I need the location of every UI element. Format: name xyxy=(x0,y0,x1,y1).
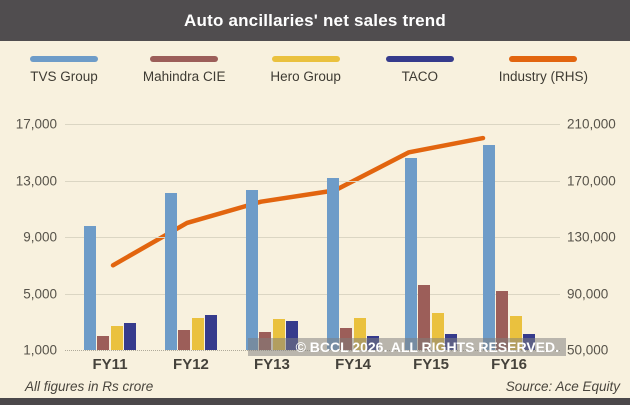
legend-swatch-taco xyxy=(385,56,454,62)
chart-title: Auto ancillaries' net sales trend xyxy=(184,10,446,30)
bar-hero-group-fy12 xyxy=(191,318,204,350)
left-axis-tick-1-000: 1,000 xyxy=(23,342,57,358)
bottom-bar xyxy=(0,398,630,405)
legend-item-tvs-group: TVS Group xyxy=(30,56,98,92)
x-axis-label-fy16: FY16 xyxy=(491,356,527,373)
legend-label-industry-rhs: Industry (RHS) xyxy=(498,69,588,84)
right-axis-tick-170-000: 170,000 xyxy=(567,173,616,188)
bar-mahindra-cie-fy11 xyxy=(97,335,110,350)
left-axis-tick-9-000: 9,000 xyxy=(23,229,57,245)
gridline-17000 xyxy=(65,124,560,125)
legend-label-taco: TACO xyxy=(401,69,439,84)
legend-label-hero-group: Hero Group xyxy=(270,69,341,84)
gridline-13000 xyxy=(65,180,560,182)
right-axis-tick-90-000: 90,000 xyxy=(567,286,609,301)
units-note: All figures in Rs crore xyxy=(25,379,154,394)
legend-item-mahindra-cie: Mahindra CIE xyxy=(142,56,226,92)
chart-header: Auto ancillaries' net sales trend xyxy=(0,0,630,41)
legend-item-taco: TACO xyxy=(385,56,454,92)
left-axis-tick-13-000: 13,000 xyxy=(15,173,57,188)
x-axis-label-fy12: FY12 xyxy=(173,356,209,373)
bar-mahindra-cie-fy16 xyxy=(496,290,509,350)
right-axis-tick-50-000: 50,000 xyxy=(567,342,609,358)
bar-tvs-group-fy16 xyxy=(482,145,495,350)
copyright-watermark: © BCCL 2026. ALL RIGHTS RESERVED. xyxy=(248,338,566,356)
bar-tvs-group-fy11 xyxy=(83,225,96,350)
copyright-watermark-text: © BCCL 2026. ALL RIGHTS RESERVED. xyxy=(295,339,559,355)
legend-swatch-tvs-group xyxy=(30,56,98,62)
bar-hero-group-fy11 xyxy=(110,326,123,350)
left-axis-tick-5-000: 5,000 xyxy=(23,286,57,301)
bar-tvs-group-fy12 xyxy=(164,193,177,350)
x-axis-label-fy15: FY15 xyxy=(413,356,449,373)
gridline-5000 xyxy=(65,293,560,295)
legend-swatch-hero-group xyxy=(271,56,340,62)
bar-mahindra-cie-fy15 xyxy=(418,285,431,350)
x-axis-label-fy14: FY14 xyxy=(335,356,372,373)
legend-swatch-industry-rhs xyxy=(509,56,578,62)
bar-taco-fy11 xyxy=(124,323,137,350)
legend: TVS Group Mahindra CIE Hero Group TACO Indus… xyxy=(30,56,588,92)
right-axis-tick-130-000: 130,000 xyxy=(567,229,616,245)
source-note: Source: Ace Equity xyxy=(505,379,620,394)
x-axis-label-fy11: FY11 xyxy=(92,356,128,373)
bar-tvs-group-fy13 xyxy=(245,190,258,350)
legend-swatch-mahindra-cie xyxy=(150,56,219,62)
right-axis-tick-210-000: 210,000 xyxy=(567,116,616,132)
legend-item-industry-rhs: Industry (RHS) xyxy=(499,56,588,92)
x-axis-label-fy13: FY13 xyxy=(253,356,290,373)
legend-label-mahindra-cie: Mahindra CIE xyxy=(142,69,226,84)
plot-area xyxy=(65,124,560,351)
bar-taco-fy12 xyxy=(205,314,218,350)
bar-tvs-group-fy15 xyxy=(404,157,417,350)
legend-item-hero-group: Hero Group xyxy=(270,56,341,92)
legend-label-tvs-group: TVS Group xyxy=(30,69,98,84)
gridline-9000 xyxy=(65,237,560,238)
left-axis-tick-17-000: 17,000 xyxy=(15,116,57,132)
bar-tvs-group-fy14 xyxy=(326,177,339,350)
bar-mahindra-cie-fy12 xyxy=(178,330,191,350)
